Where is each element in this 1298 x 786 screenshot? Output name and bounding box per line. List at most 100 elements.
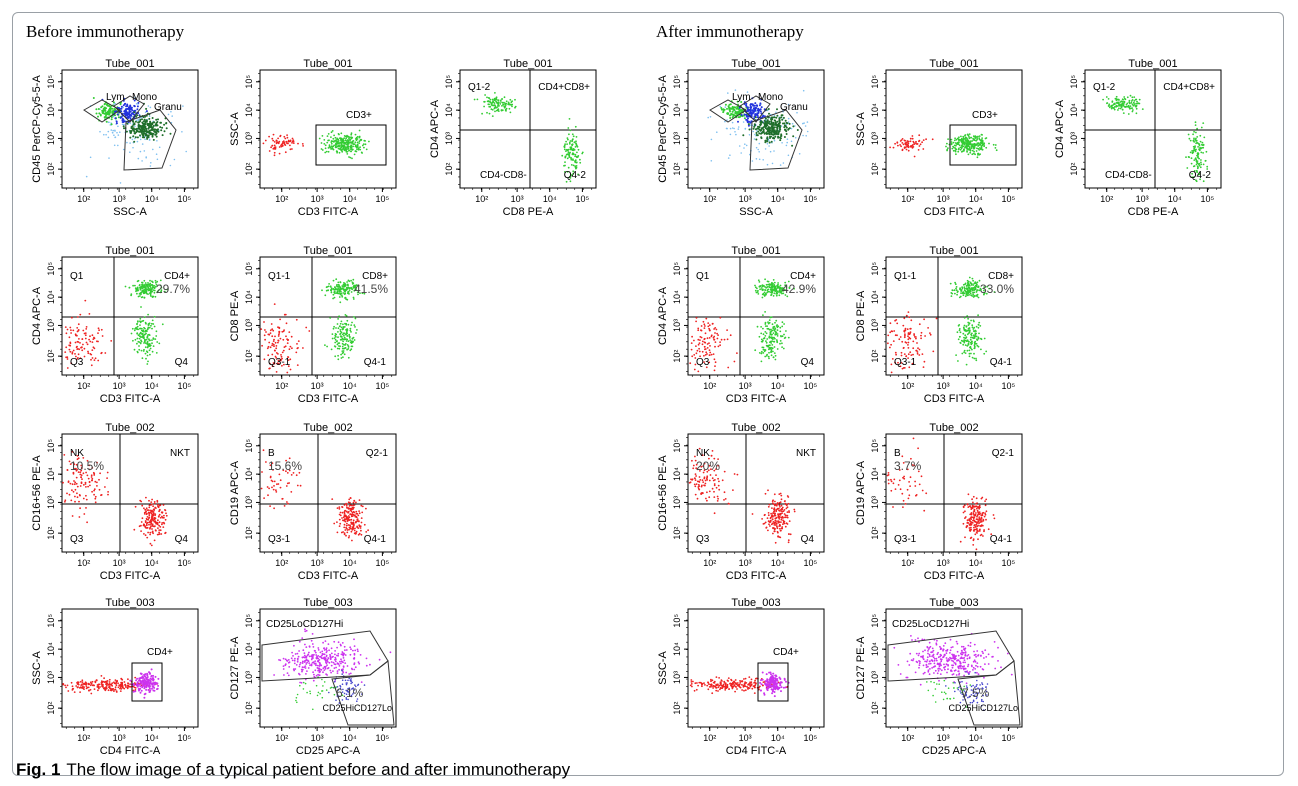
event-dot bbox=[115, 120, 118, 123]
event-dot bbox=[336, 323, 339, 325]
event-dot bbox=[321, 690, 324, 692]
event-dot bbox=[336, 343, 339, 346]
event-dot bbox=[290, 491, 293, 493]
event-dot bbox=[137, 157, 140, 160]
event-dot bbox=[89, 484, 91, 487]
event-dot bbox=[269, 329, 272, 332]
event-dot bbox=[488, 105, 491, 108]
event-dot bbox=[260, 487, 263, 490]
event-dot bbox=[141, 160, 143, 162]
event-dot bbox=[756, 105, 759, 107]
event-dot bbox=[962, 135, 965, 138]
event-dot bbox=[328, 691, 330, 694]
event-dot bbox=[569, 180, 572, 183]
event-dot bbox=[127, 113, 130, 116]
event-dot bbox=[345, 534, 347, 537]
event-dot bbox=[288, 661, 291, 663]
event-dot bbox=[273, 345, 275, 348]
event-dot bbox=[350, 680, 352, 683]
event-dot bbox=[776, 133, 778, 136]
event-dot bbox=[301, 637, 304, 639]
event-dot bbox=[272, 340, 275, 342]
event-dot bbox=[151, 117, 154, 119]
event-dot bbox=[747, 117, 749, 120]
event-dot bbox=[268, 135, 270, 138]
event-dot bbox=[896, 142, 899, 144]
event-dot bbox=[766, 163, 769, 166]
event-dot bbox=[341, 517, 343, 519]
event-dot bbox=[332, 661, 335, 664]
event-dot bbox=[132, 284, 135, 287]
event-dot bbox=[345, 340, 348, 342]
event-dot bbox=[302, 688, 305, 690]
event-dot bbox=[119, 103, 122, 106]
event-dot bbox=[147, 689, 150, 691]
event-dot bbox=[85, 175, 88, 178]
event-dot bbox=[161, 523, 163, 526]
event-dot bbox=[164, 531, 167, 534]
event-dot bbox=[143, 673, 146, 676]
event-dot bbox=[345, 150, 348, 153]
event-dot bbox=[798, 153, 801, 155]
x-axis-label: SSC-A bbox=[739, 206, 773, 218]
event-dot bbox=[490, 108, 493, 111]
event-dot bbox=[143, 687, 146, 690]
event-dot bbox=[98, 329, 100, 332]
event-dot bbox=[133, 686, 136, 689]
event-dot bbox=[62, 481, 64, 484]
event-dot bbox=[762, 159, 764, 161]
y-tick-label: 10³ bbox=[244, 496, 254, 509]
event-dot bbox=[152, 138, 155, 141]
event-dot bbox=[759, 110, 762, 113]
event-dot bbox=[266, 347, 269, 350]
event-dot bbox=[979, 144, 981, 146]
event-dot bbox=[153, 285, 156, 287]
event-dot bbox=[775, 116, 778, 119]
event-dot bbox=[354, 141, 357, 144]
event-dot bbox=[285, 322, 288, 325]
event-dot bbox=[107, 491, 109, 493]
event-dot bbox=[79, 691, 81, 693]
event-dot bbox=[129, 679, 132, 682]
event-dot bbox=[356, 518, 359, 520]
event-dot bbox=[154, 279, 157, 282]
event-dot bbox=[77, 682, 79, 684]
event-dot bbox=[964, 134, 966, 137]
event-dot bbox=[279, 337, 282, 340]
event-dot bbox=[278, 332, 281, 334]
event-dot bbox=[296, 701, 298, 704]
percent-label: 6.1% bbox=[336, 686, 364, 700]
event-dot bbox=[291, 142, 293, 144]
event-dot bbox=[149, 165, 152, 167]
event-dot bbox=[117, 125, 119, 128]
event-dot bbox=[287, 365, 290, 368]
event-dot bbox=[323, 653, 325, 655]
event-dot bbox=[919, 143, 922, 146]
event-dot bbox=[768, 141, 771, 144]
event-dot bbox=[296, 660, 299, 663]
event-dot bbox=[84, 332, 87, 334]
event-dot bbox=[139, 117, 141, 120]
plot-frame bbox=[61, 256, 199, 376]
event-dot bbox=[508, 103, 511, 106]
event-dot bbox=[133, 132, 136, 135]
event-dot bbox=[82, 497, 85, 500]
event-dot bbox=[358, 135, 361, 138]
event-dot bbox=[576, 156, 579, 158]
event-dot bbox=[154, 675, 157, 678]
event-dot bbox=[83, 347, 86, 350]
event-dot bbox=[138, 525, 141, 528]
event-dot bbox=[752, 110, 755, 113]
event-dot bbox=[275, 491, 278, 493]
event-dot bbox=[269, 332, 272, 334]
event-dot bbox=[123, 123, 125, 126]
event-dot bbox=[119, 131, 121, 133]
event-dot bbox=[950, 143, 953, 146]
event-dot bbox=[378, 658, 381, 661]
event-dot bbox=[150, 291, 152, 293]
event-dot bbox=[285, 141, 287, 143]
event-dot bbox=[343, 353, 346, 356]
event-dot bbox=[306, 659, 309, 662]
event-dot bbox=[136, 351, 139, 354]
event-dot bbox=[149, 509, 152, 512]
